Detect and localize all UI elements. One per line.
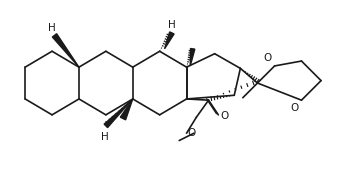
Polygon shape — [164, 32, 174, 49]
Text: O: O — [290, 103, 298, 113]
Text: H: H — [168, 21, 176, 30]
Polygon shape — [104, 100, 131, 128]
Text: H: H — [101, 132, 109, 142]
Polygon shape — [190, 49, 195, 66]
Text: H: H — [48, 23, 56, 33]
Text: O: O — [221, 111, 229, 121]
Polygon shape — [52, 34, 79, 67]
Polygon shape — [120, 99, 133, 120]
Text: O: O — [263, 53, 272, 63]
Text: O: O — [188, 128, 196, 138]
